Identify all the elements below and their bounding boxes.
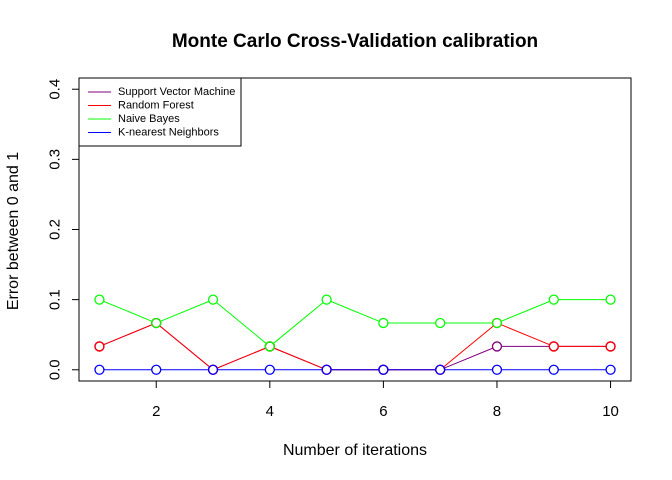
x-tick-label: 6 (379, 403, 387, 420)
legend-label: K-nearest Neighbors (118, 127, 219, 139)
data-point (548, 294, 559, 305)
series-k-nearest-neighbors (94, 364, 616, 375)
data-point (435, 364, 446, 375)
legend-entry: Support Vector Machine (88, 86, 235, 98)
data-point (605, 364, 616, 375)
x-axis-label: Number of iterations (283, 442, 427, 459)
y-tick-label: 0.2 (47, 219, 64, 240)
series-line-segment (273, 347, 323, 369)
y-tick-label: 0.1 (47, 289, 64, 310)
series-line-segment (443, 325, 494, 368)
data-point (264, 364, 275, 375)
chart-title: Monte Carlo Cross-Validation calibration (172, 31, 538, 52)
x-tick-label: 2 (152, 403, 160, 420)
series-support-vector-machine (94, 317, 616, 375)
data-point (94, 364, 105, 375)
data-point (548, 364, 559, 375)
legend-entry: Naive Bayes (88, 113, 180, 125)
series-line-segment (330, 300, 380, 322)
series-line-segment (216, 347, 266, 369)
series-naive-bayes (94, 294, 616, 352)
data-point (605, 341, 616, 352)
legend-entry: Random Forest (88, 100, 194, 112)
data-point (435, 317, 446, 329)
data-point (94, 341, 105, 352)
data-point (491, 317, 503, 329)
x-tick-label: 4 (266, 403, 274, 420)
y-axis-label: Error between 0 and 1 (5, 152, 22, 310)
data-point (605, 294, 616, 305)
series-line-segment (500, 324, 550, 346)
data-point (378, 317, 389, 329)
data-point (491, 364, 503, 375)
y-tick-label: 0.3 (47, 149, 64, 170)
data-point (151, 317, 162, 329)
legend-entry: K-nearest Neighbors (88, 127, 219, 139)
legend-label: Naive Bayes (118, 113, 180, 125)
data-point (378, 364, 389, 375)
data-point (207, 364, 219, 375)
data-point (264, 341, 275, 352)
series-line-segment (160, 300, 210, 322)
series-line-segment (272, 302, 324, 344)
x-tick-label: 8 (493, 403, 501, 420)
series-line-segment (216, 302, 267, 344)
data-point (321, 364, 332, 375)
legend-label: Random Forest (118, 100, 194, 112)
data-point (207, 294, 219, 305)
data-point (321, 294, 332, 305)
data-point (491, 341, 503, 352)
series-line-segment (444, 347, 494, 369)
series-line-segment (103, 300, 153, 322)
data-point (548, 341, 559, 352)
data-point (151, 364, 162, 375)
series-line-segment (103, 324, 153, 346)
legend-label: Support Vector Machine (118, 86, 235, 98)
series-line-segment (500, 300, 550, 322)
legend: Support Vector Machine Random ForestNaive… (78, 77, 242, 147)
series-line-segment (159, 325, 210, 368)
legend-box (78, 77, 242, 147)
data-point (94, 294, 105, 305)
x-tick-label: 10 (602, 403, 619, 420)
series-layer (94, 294, 616, 375)
y-tick-label: 0.4 (47, 79, 64, 100)
y-tick-label: 0.0 (47, 359, 64, 380)
